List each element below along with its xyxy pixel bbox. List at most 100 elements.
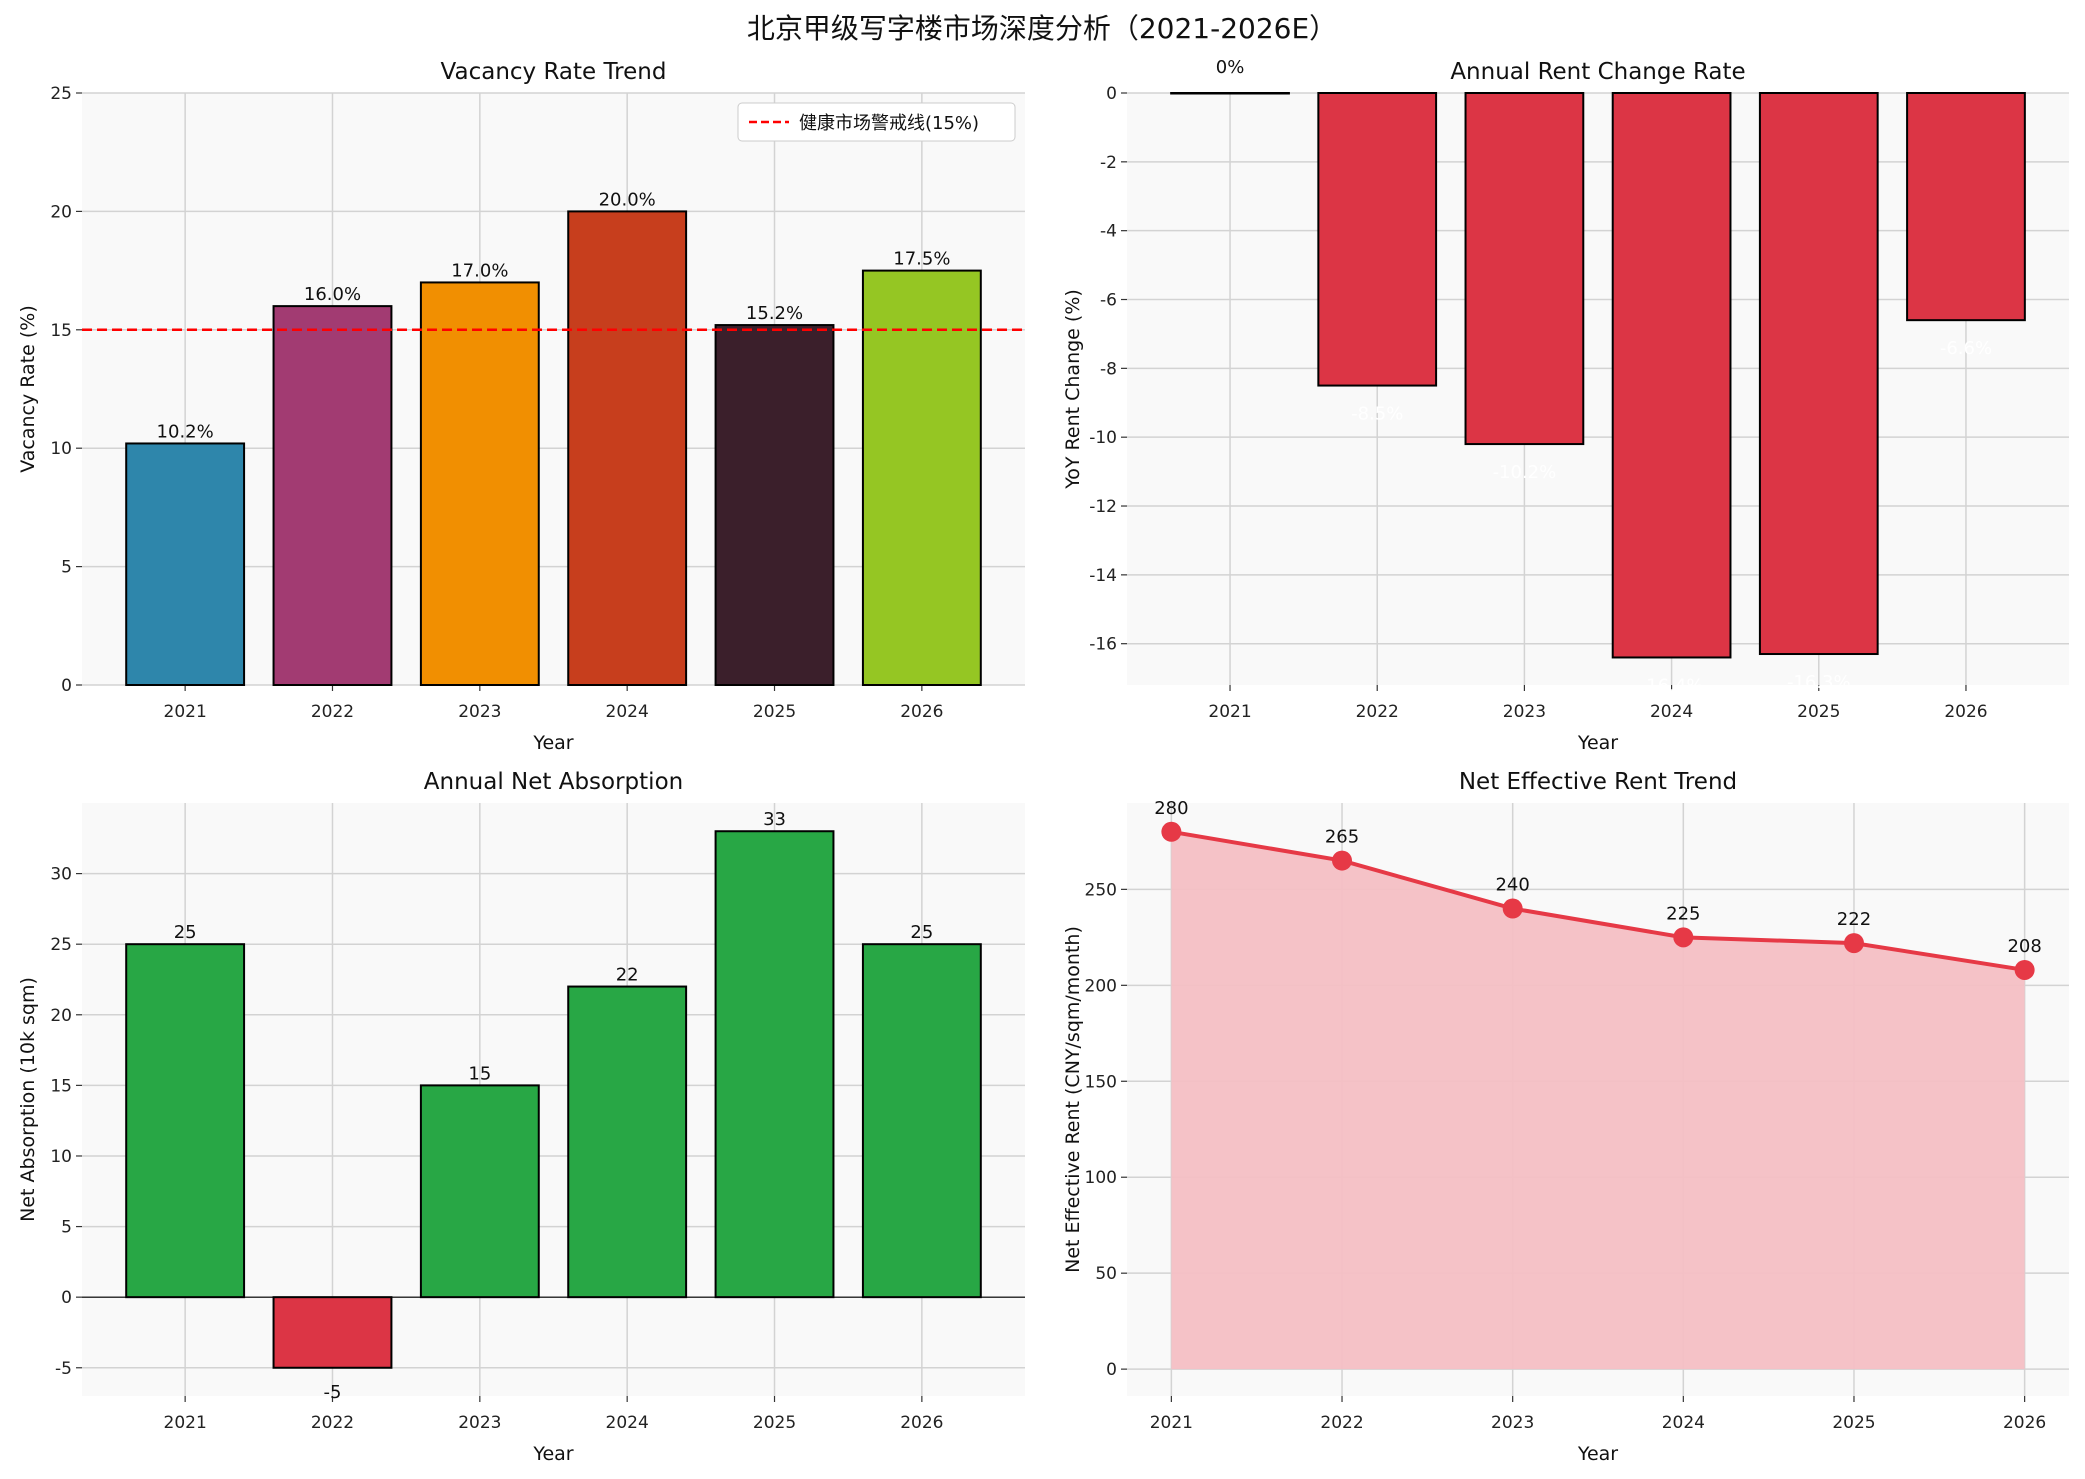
x-tick-label: 2024 <box>606 702 649 722</box>
y-tick-label: 10 <box>50 439 72 459</box>
net-effective-rent-chart: 0 50 100 150 200 250 2021 2022 2023 2024 2025 2026 N… <box>1062 769 2069 1465</box>
y-tick-label: -8 <box>1100 359 1117 379</box>
figure-title: 北京甲级写字楼市场深度分析（2021-2026E） <box>747 12 1337 45</box>
data-label: 22 <box>616 965 639 986</box>
data-label: -6.6% <box>1940 338 1992 359</box>
data-point <box>1332 850 1353 871</box>
data-label: 20.0% <box>599 189 656 210</box>
bar <box>272 1296 393 1369</box>
y-tick-label: -16 <box>1089 635 1117 655</box>
x-tick-label: 2023 <box>458 1413 501 1433</box>
x-tick-label: 2026 <box>900 1413 943 1433</box>
x-axis-label: Year <box>1577 1443 1618 1465</box>
data-point <box>1843 933 1864 954</box>
bar <box>1758 92 1879 656</box>
legend-box <box>737 102 1016 142</box>
series-line <box>1171 829 2025 972</box>
y-tick-label: 5 <box>61 558 72 578</box>
y-tick-label: -14 <box>1089 566 1117 586</box>
x-tick-label: 2024 <box>606 1413 649 1433</box>
bar <box>1464 92 1585 446</box>
y-tick-label: 0 <box>1106 84 1117 104</box>
x-tick-label: 2026 <box>900 702 943 722</box>
x-tick-label: 2021 <box>164 1413 207 1433</box>
x-tick-label: 2026 <box>1944 702 1987 722</box>
x-tick-label: 2024 <box>1650 702 1693 722</box>
data-point <box>2014 959 2035 980</box>
bar <box>714 830 835 1299</box>
y-tick-label: -2 <box>1100 153 1117 173</box>
chart-title: Vacancy Rate Trend <box>441 59 667 85</box>
bar <box>419 281 540 686</box>
data-label: 280 <box>1154 798 1188 819</box>
area-fill <box>1171 831 2025 1370</box>
y-tick-label: 20 <box>50 202 72 222</box>
legend-label: 健康市场警戒线(15%) <box>799 113 979 134</box>
data-label: 15 <box>468 1063 491 1084</box>
rent-change-chart: 0 -2 -4 -6 -8 -10 -12 -14 -16 2021 2022 2023 2024 202… <box>1062 57 2069 754</box>
y-tick-label: -5 <box>55 1359 72 1379</box>
y-tick-label: -4 <box>1100 222 1117 242</box>
y-axis-label: Net Effective Rent (CNY/sqm/month) <box>1062 926 1084 1273</box>
x-tick-label: 2023 <box>1503 702 1546 722</box>
y-axis-label: Net Absorption (10k sqm) <box>17 977 39 1222</box>
y-tick-label: 15 <box>50 1076 72 1096</box>
x-axis-label: Year <box>532 1443 573 1465</box>
x-axis-label: Year <box>532 732 573 754</box>
bar <box>1317 92 1438 387</box>
y-tick-label: 250 <box>1085 880 1117 900</box>
chart-title: Net Effective Rent Trend <box>1459 769 1737 795</box>
x-axis-label: Year <box>1577 732 1618 754</box>
data-label: 0% <box>1216 57 1245 78</box>
data-label: 265 <box>1325 827 1359 848</box>
y-axis-label: Vacancy Rate (%) <box>17 305 39 473</box>
chart-title: Annual Net Absorption <box>424 769 683 795</box>
y-tick-label: 0 <box>1106 1360 1117 1380</box>
x-tick-label: 2026 <box>2003 1413 2046 1433</box>
data-label: -16.3% <box>1787 672 1851 693</box>
y-tick-label: 20 <box>50 1006 72 1026</box>
data-label: -8.5% <box>1351 404 1403 425</box>
x-tick-label: 2022 <box>1320 1413 1363 1433</box>
data-label: -10.2% <box>1493 462 1557 483</box>
data-label: 10.2% <box>157 421 214 442</box>
bar <box>1906 92 2026 322</box>
x-tick-label: 2021 <box>1150 1413 1193 1433</box>
bar <box>1170 92 1290 95</box>
x-tick-label: 2025 <box>753 702 796 722</box>
bar <box>714 324 835 686</box>
x-tick-label: 2024 <box>1662 1413 1705 1433</box>
data-label: 208 <box>2007 936 2041 957</box>
x-tick-label: 2022 <box>311 702 354 722</box>
y-tick-label: 100 <box>1085 1168 1117 1188</box>
y-tick-label: -12 <box>1089 497 1117 517</box>
y-tick-label: 200 <box>1085 976 1117 996</box>
data-label: 17.5% <box>893 249 950 270</box>
data-label: 16.0% <box>304 284 361 305</box>
y-tick-label: 30 <box>50 865 72 885</box>
data-label: 33 <box>763 809 786 830</box>
bar <box>125 943 246 1299</box>
y-tick-label: 10 <box>50 1147 72 1167</box>
data-label: 17.0% <box>451 260 508 281</box>
data-label: 25 <box>910 922 933 943</box>
data-label: -5 <box>324 1382 342 1403</box>
x-tick-label: 2021 <box>1208 702 1251 722</box>
y-tick-label: 25 <box>50 935 72 955</box>
data-label: 25 <box>174 922 197 943</box>
bar <box>272 305 393 686</box>
y-tick-label: 150 <box>1085 1072 1117 1092</box>
data-label: 225 <box>1666 903 1700 924</box>
y-tick-label: -10 <box>1089 428 1117 448</box>
data-label: 15.2% <box>746 303 803 324</box>
x-tick-label: 2025 <box>1797 702 1840 722</box>
bar <box>861 269 982 686</box>
bar <box>861 943 982 1299</box>
x-tick-label: 2022 <box>1356 702 1399 722</box>
bar <box>567 210 688 686</box>
x-tick-label: 2022 <box>311 1413 354 1433</box>
y-tick-label: -6 <box>1100 291 1117 311</box>
